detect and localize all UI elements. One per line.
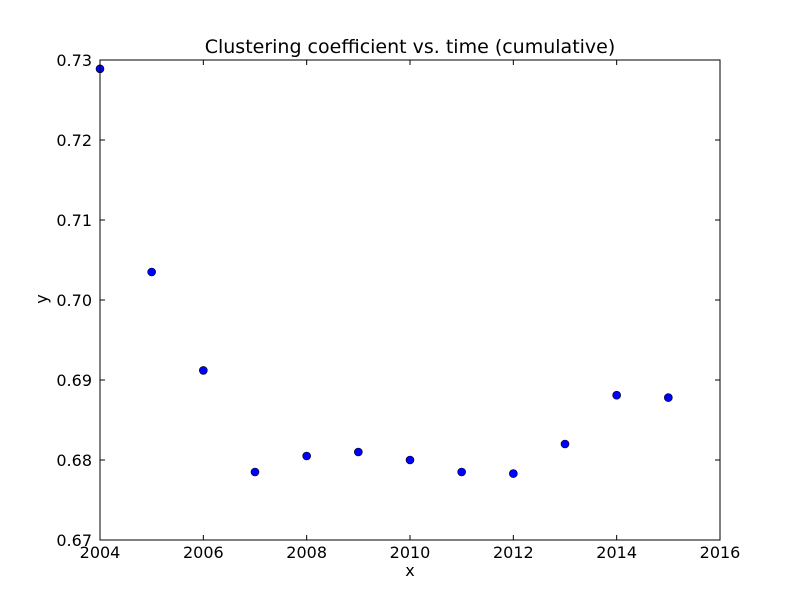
plot-frame bbox=[99, 59, 721, 541]
axis-ticks: 2004 2006 2008 2010 2012 2014 2016 0.67 0.68 0.69… bbox=[56, 51, 740, 562]
y-tick-label: 0.72 bbox=[56, 131, 92, 150]
data-point bbox=[664, 393, 673, 402]
y-tick-label: 0.68 bbox=[56, 451, 92, 470]
y-tick-label: 0.67 bbox=[56, 531, 92, 550]
y-axis-label: y bbox=[32, 294, 51, 303]
x-tick-label: 2010 bbox=[390, 543, 431, 562]
x-tick-label: 2016 bbox=[700, 543, 741, 562]
y-tick-label: 0.71 bbox=[56, 211, 92, 230]
chart-title: Clustering coefficient vs. time (cumulat… bbox=[205, 36, 616, 58]
x-tick-label: 2014 bbox=[596, 543, 637, 562]
x-tick-label: 2006 bbox=[183, 543, 224, 562]
data-point bbox=[199, 366, 208, 375]
data-point bbox=[302, 451, 311, 461]
data-points bbox=[95, 64, 673, 478]
data-point bbox=[509, 469, 518, 478]
data-point bbox=[250, 467, 260, 477]
y-tick-label: 0.73 bbox=[56, 51, 92, 70]
data-point bbox=[354, 447, 363, 457]
x-axis-label: x bbox=[405, 561, 414, 580]
y-tick-label: 0.69 bbox=[56, 371, 92, 390]
x-tick-label: 2008 bbox=[286, 543, 327, 562]
data-point bbox=[147, 267, 156, 277]
data-point bbox=[457, 467, 466, 477]
data-point bbox=[405, 455, 415, 465]
y-tick-label: 0.70 bbox=[56, 291, 92, 310]
x-tick-label: 2012 bbox=[493, 543, 534, 562]
data-point bbox=[612, 390, 621, 400]
x-tick-label: 2004 bbox=[80, 543, 121, 562]
data-point bbox=[560, 439, 570, 449]
